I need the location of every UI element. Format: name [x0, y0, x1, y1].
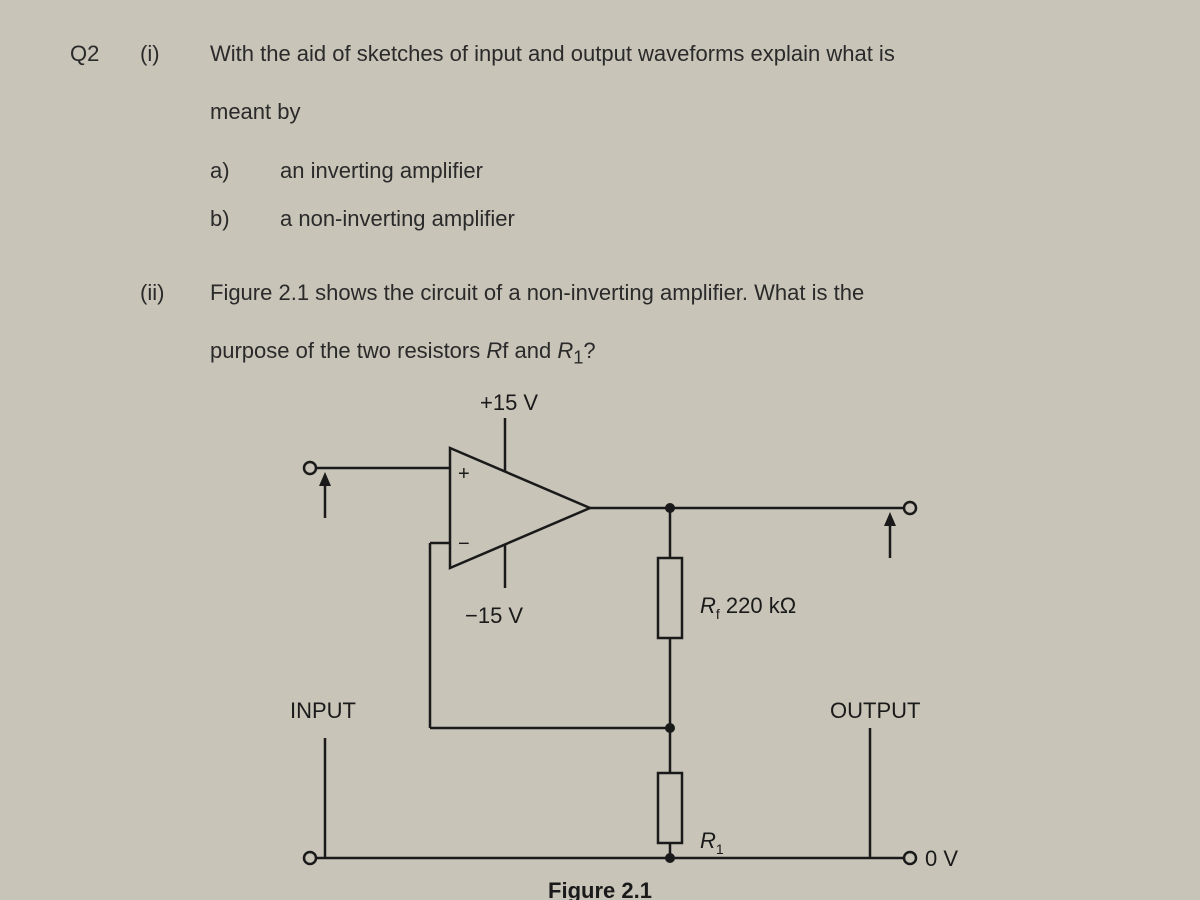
subpart-b-row: b) a non-inverting amplifier [210, 195, 1150, 243]
input-label: INPUT [290, 698, 356, 723]
subpart-a-label: a) [210, 147, 280, 195]
question-page: Q2 (i) With the aid of sketches of input… [0, 0, 1200, 900]
r1-label: R1 [700, 828, 724, 857]
part-i-text-2: meant by [210, 88, 1150, 136]
question-number: Q2 [70, 30, 140, 78]
subpart-b-label: b) [210, 195, 280, 243]
circuit-diagram-wrap: + − +15 V −15 V [70, 388, 1150, 900]
input-top-terminal [304, 462, 316, 474]
plus-label: + [458, 463, 470, 485]
output-bot-terminal [904, 852, 916, 864]
output-top-terminal [904, 502, 916, 514]
vneg-label: −15 V [465, 603, 523, 628]
part-ii-line2-row: purpose of the two resistors Rf and R1? [70, 327, 1150, 378]
circuit-diagram: + − +15 V −15 V [230, 388, 990, 900]
subpart-b-text: a non-inverting amplifier [280, 195, 515, 243]
subpart-a-text: an inverting amplifier [280, 147, 483, 195]
part-ii-text-1: Figure 2.1 shows the circuit of a non-in… [210, 269, 1150, 317]
output-label: OUTPUT [830, 698, 920, 723]
rf-label: Rf 220 kΩ [700, 593, 796, 622]
part-i-line1-row: Q2 (i) With the aid of sketches of input… [70, 30, 1150, 78]
part-i-label: (i) [140, 30, 210, 78]
rf-inline: Rf [486, 338, 508, 363]
input-bot-terminal [304, 852, 316, 864]
r1-inline: R1 [557, 338, 583, 363]
figure-caption: Figure 2.1 [548, 878, 652, 900]
vpos-label: +15 V [480, 390, 538, 415]
minus-label: − [458, 533, 470, 555]
part-ii-line1-row: (ii) Figure 2.1 shows the circuit of a n… [70, 269, 1150, 317]
zero-label: 0 V [925, 846, 958, 871]
subpart-a-row: a) an inverting amplifier [210, 147, 1150, 195]
part-ii-label: (ii) [140, 269, 210, 317]
part-i-line2-row: meant by [70, 88, 1150, 136]
part-i-text-1: With the aid of sketches of input and ou… [210, 30, 1150, 78]
part-ii-text-2a: purpose of the two resistors [210, 338, 486, 363]
